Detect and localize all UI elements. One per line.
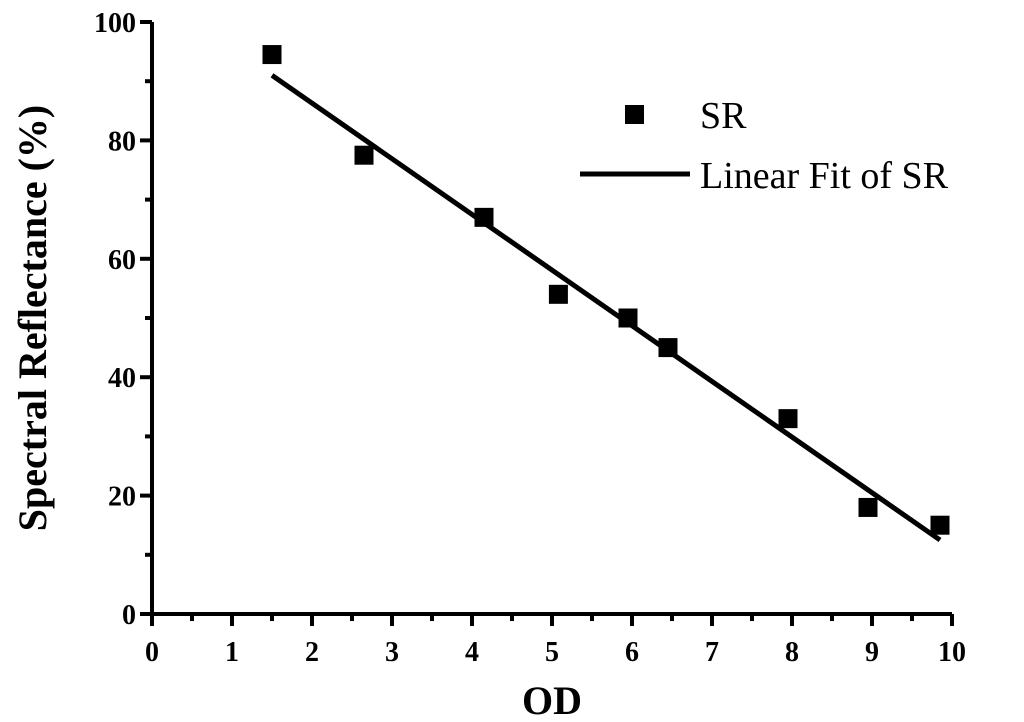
plot-area [262, 45, 950, 543]
y-tick-label-60: 60 [108, 245, 136, 276]
x-tick-label-10: 10 [938, 637, 966, 668]
x-tick-label-6: 6 [625, 637, 639, 668]
data-point-1 [354, 145, 374, 165]
x-tick-label-1: 1 [225, 637, 239, 668]
y-tick-label-80: 80 [108, 126, 136, 157]
y-axis-title: Spectral Reflectance (%) [10, 105, 55, 531]
x-tick-label-3: 3 [385, 637, 399, 668]
legend-marker-sr [625, 105, 644, 124]
y-tick-label-0: 0 [122, 600, 136, 631]
y-tick-label-100: 100 [94, 8, 136, 39]
legend-label-fit: Linear Fit of SR [700, 155, 949, 197]
x-tick-label-5: 5 [545, 637, 559, 668]
x-axis-title: OD [522, 678, 582, 722]
y-tick-label-20: 20 [108, 482, 136, 513]
data-point-2 [474, 207, 494, 227]
x-tick-label-8: 8 [785, 637, 799, 668]
x-tick-label-9: 9 [865, 637, 879, 668]
x-tick-label-4: 4 [465, 637, 479, 668]
data-point-3 [548, 284, 568, 304]
data-point-0 [262, 45, 282, 65]
data-point-5 [658, 338, 678, 358]
axes: 0 1 2 3 4 5 6 7 8 9 10 0 20 40 60 80 100 [94, 8, 966, 668]
data-point-6 [778, 409, 798, 429]
data-point-7 [858, 497, 878, 517]
y-axis-ticks: 0 20 40 60 80 100 [94, 8, 152, 631]
legend: SR Linear Fit of SR [580, 95, 949, 197]
y-tick-label-40: 40 [108, 363, 136, 394]
fit-line [270, 73, 942, 543]
legend-label-sr: SR [700, 95, 747, 137]
data-point-8 [930, 515, 950, 535]
x-tick-label-2: 2 [305, 637, 319, 668]
x-tick-label-7: 7 [705, 637, 719, 668]
x-tick-label-0: 0 [145, 637, 159, 668]
x-axis-ticks: 0 1 2 3 4 5 6 7 8 9 10 [145, 614, 966, 668]
data-point-4 [618, 308, 638, 328]
